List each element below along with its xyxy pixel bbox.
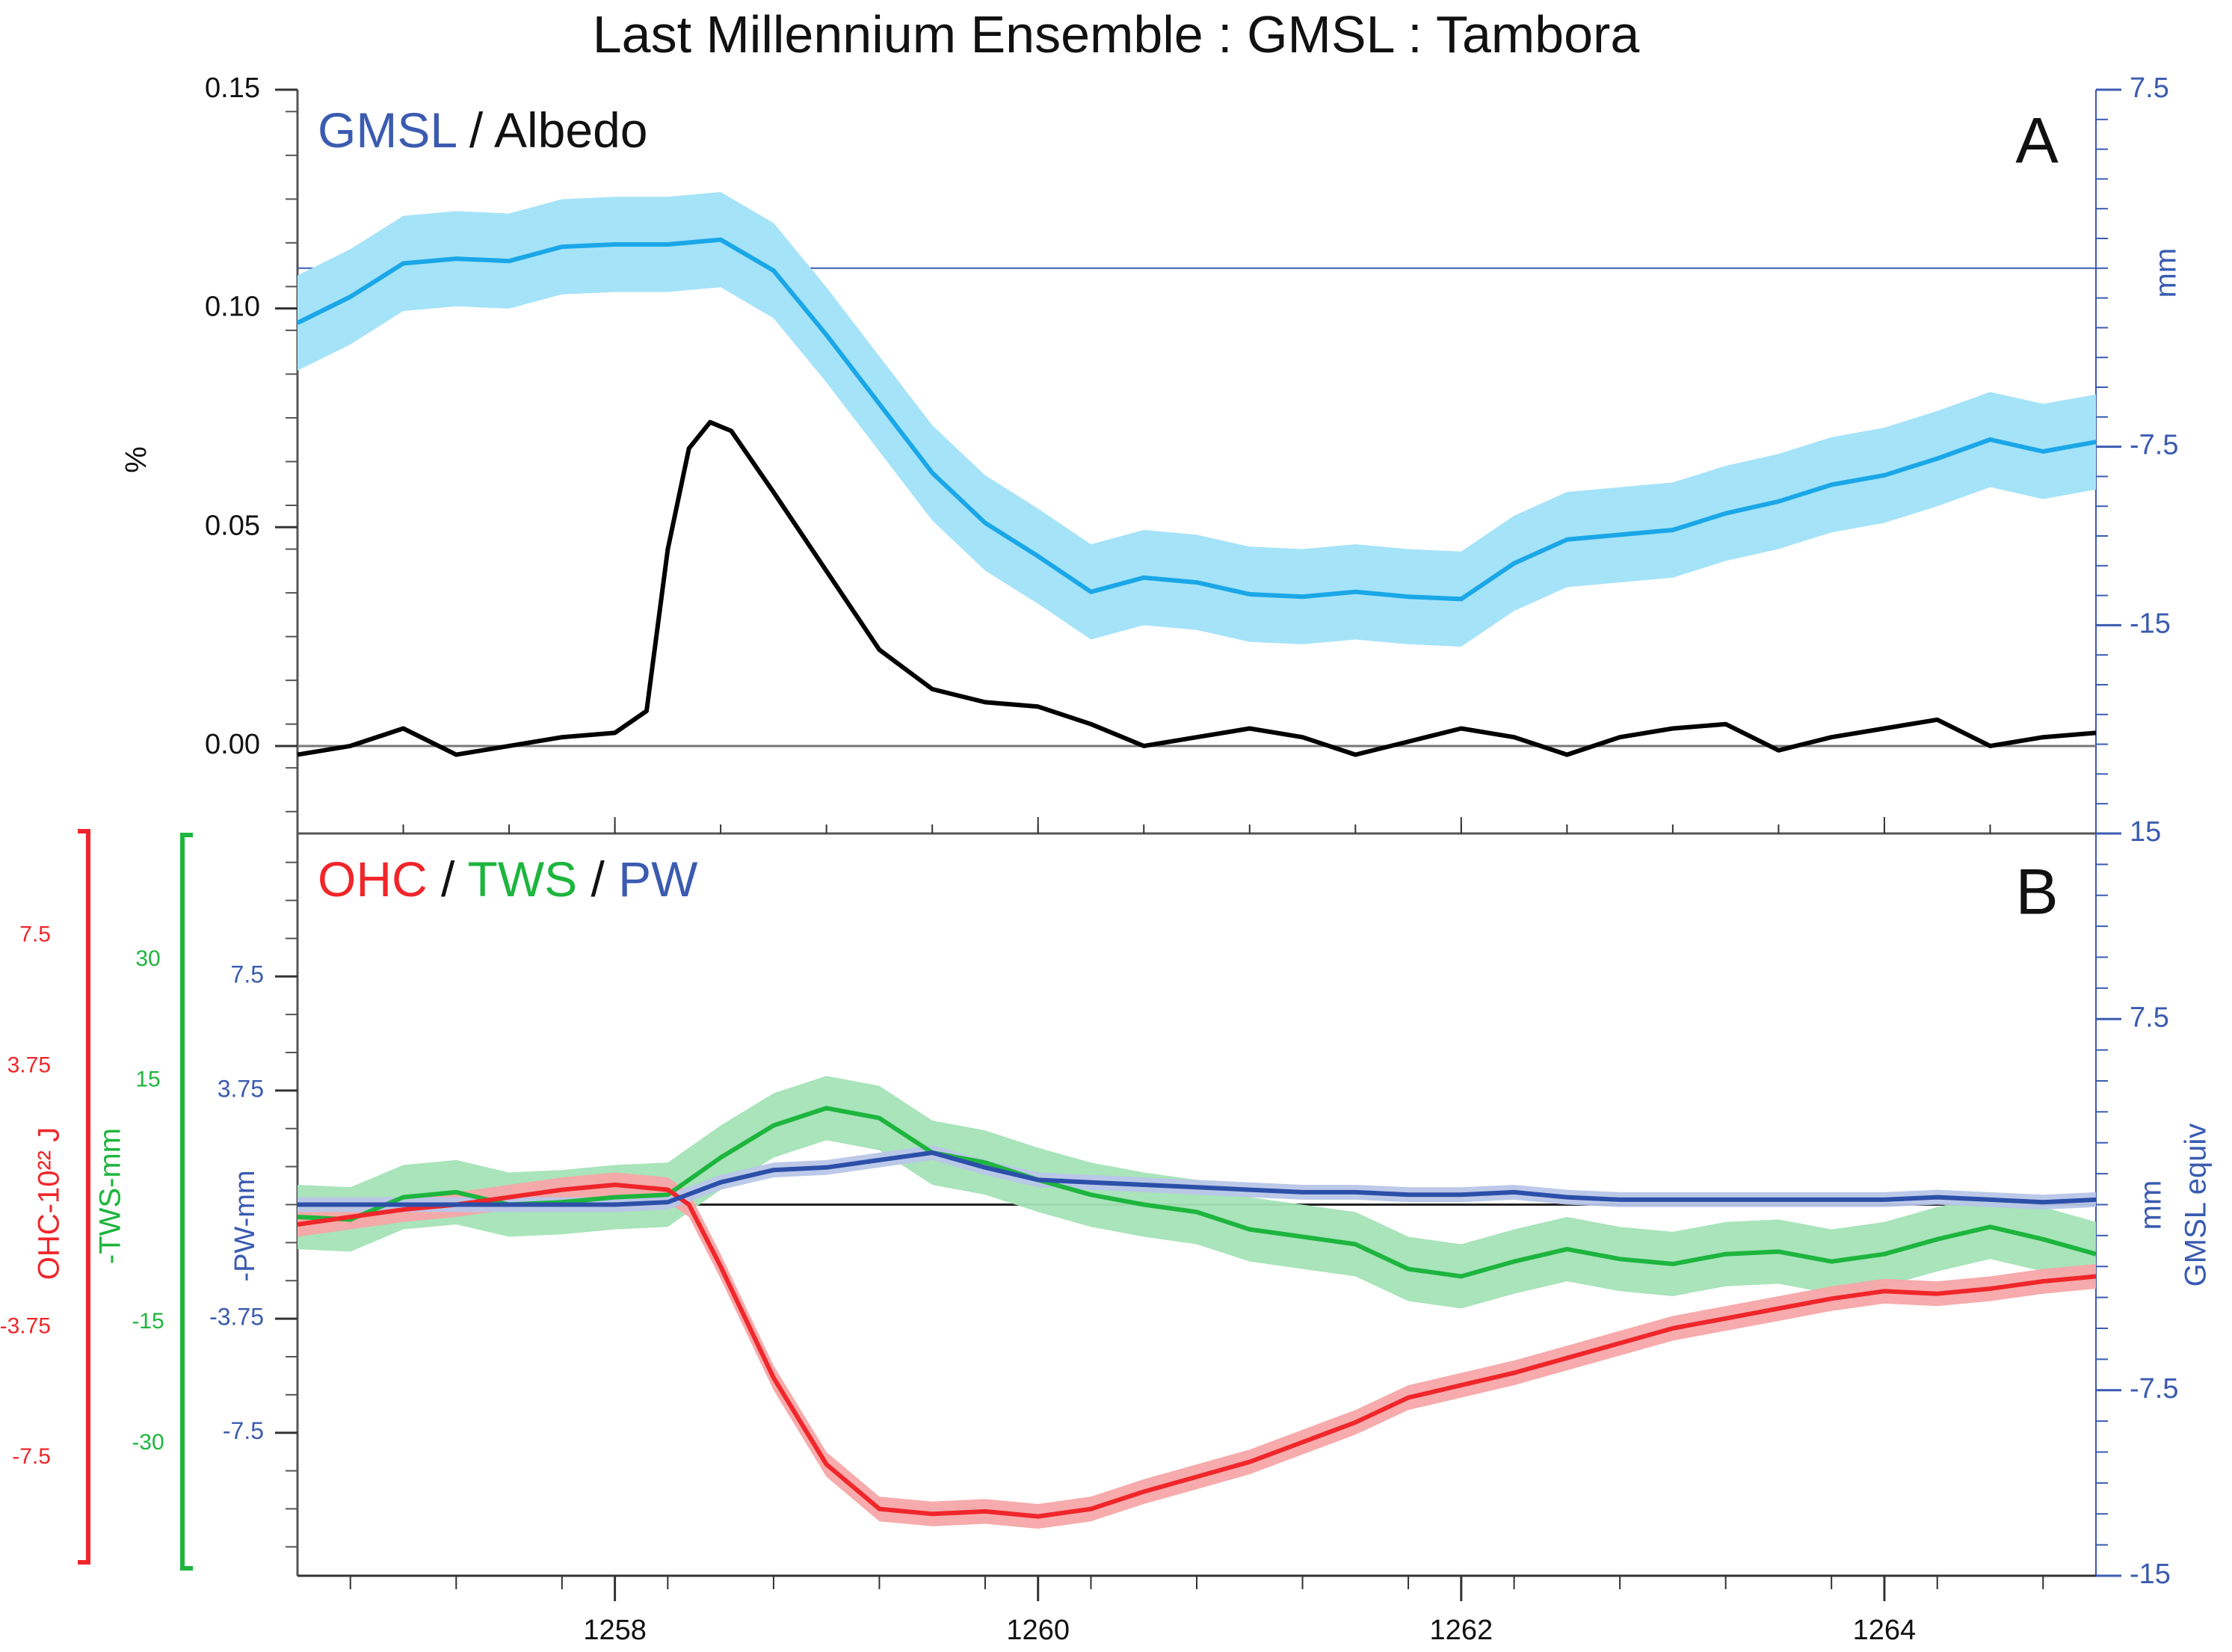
- tws-tick-label: 30: [135, 946, 160, 971]
- a-right-tick-label: -7.5: [2130, 430, 2178, 461]
- panel-label-a: A: [2015, 105, 2059, 177]
- b-legend: OHC / TWS / PW: [318, 851, 698, 907]
- a-legend-gmsl: GMSL: [318, 102, 456, 158]
- pw-axis-label: -PW-mm: [229, 1170, 261, 1281]
- tws-line: [297, 1106, 2097, 1279]
- a-left-axis-label: %: [120, 446, 153, 473]
- a-right-axis-label: mm: [2150, 248, 2183, 298]
- pw-line: [298, 1150, 2097, 1207]
- gmsl-line: [296, 237, 2097, 602]
- a-legend-albedo: Albedo: [494, 102, 648, 158]
- x-tick-label: 1258: [583, 1615, 647, 1646]
- ohc-line: [297, 1183, 2097, 1519]
- a-left-tick-label: 0.00: [205, 729, 260, 760]
- chart-title: Last Millennium Ensemble : GMSL : Tambor…: [592, 5, 1640, 64]
- ohc-axis-bracket: [78, 829, 90, 1565]
- a-left-tick-label: 0.10: [205, 292, 260, 323]
- tws-axis-label: -TWS-mm: [94, 1128, 127, 1264]
- a-right-tick-label: -15: [2130, 608, 2171, 639]
- x-tick-label: 1260: [1006, 1615, 1070, 1646]
- a-left-tick-label: 0.15: [205, 73, 260, 104]
- ohc-tick-label: 7.5: [19, 922, 51, 947]
- ohc-tick-label: -3.75: [0, 1314, 51, 1339]
- tws-tick-label: -15: [132, 1309, 164, 1334]
- tws-axis-bracket: [180, 833, 193, 1571]
- tws-tick-label: 15: [135, 1067, 160, 1092]
- x-tick-label: 1264: [1853, 1615, 1917, 1646]
- b-legend-ohc: OHC: [318, 851, 428, 907]
- b-right-axis-label-equiv: GMSL equiv: [2180, 1124, 2213, 1287]
- pw-tick-label: -3.75: [209, 1304, 264, 1331]
- ohc-tick-label: -7.5: [12, 1444, 51, 1469]
- x-tick-label: 1262: [1430, 1615, 1493, 1646]
- a-left-tick-label: 0.05: [205, 510, 260, 541]
- b-legend-tws: TWS: [468, 851, 578, 907]
- pw-uncertainty-band: [298, 1145, 2096, 1212]
- b-legend-sep1: /: [428, 851, 468, 907]
- albedo-line: [297, 419, 2097, 757]
- tws-tick-label: -30: [132, 1430, 164, 1455]
- pw-tick-label: 3.75: [218, 1075, 264, 1102]
- b-right-axis-label-mm: mm: [2135, 1180, 2168, 1230]
- b-right-tick-label: 7.5: [2130, 1002, 2169, 1033]
- b-legend-sep2: /: [577, 851, 618, 907]
- b-legend-pw: PW: [618, 851, 698, 907]
- pw-tick-label: 7.5: [231, 961, 264, 988]
- b-right-tick-label: -15: [2130, 1559, 2171, 1590]
- a-legend-sep: /: [456, 102, 494, 158]
- b-right-tick-label: -7.5: [2130, 1373, 2178, 1405]
- ohc-axis-label: OHC-10²² J: [33, 1127, 66, 1280]
- gmsl-uncertainty-band: [298, 191, 2096, 647]
- a-right-tick-label: 7.5: [2130, 73, 2169, 104]
- b-right-tick-label: 15: [2130, 816, 2161, 848]
- pw-tick-label: -7.5: [223, 1417, 264, 1444]
- a-legend: GMSL / Albedo: [318, 102, 647, 158]
- panel-label-b: B: [2015, 857, 2058, 928]
- ohc-tick-label: 3.75: [7, 1052, 51, 1077]
